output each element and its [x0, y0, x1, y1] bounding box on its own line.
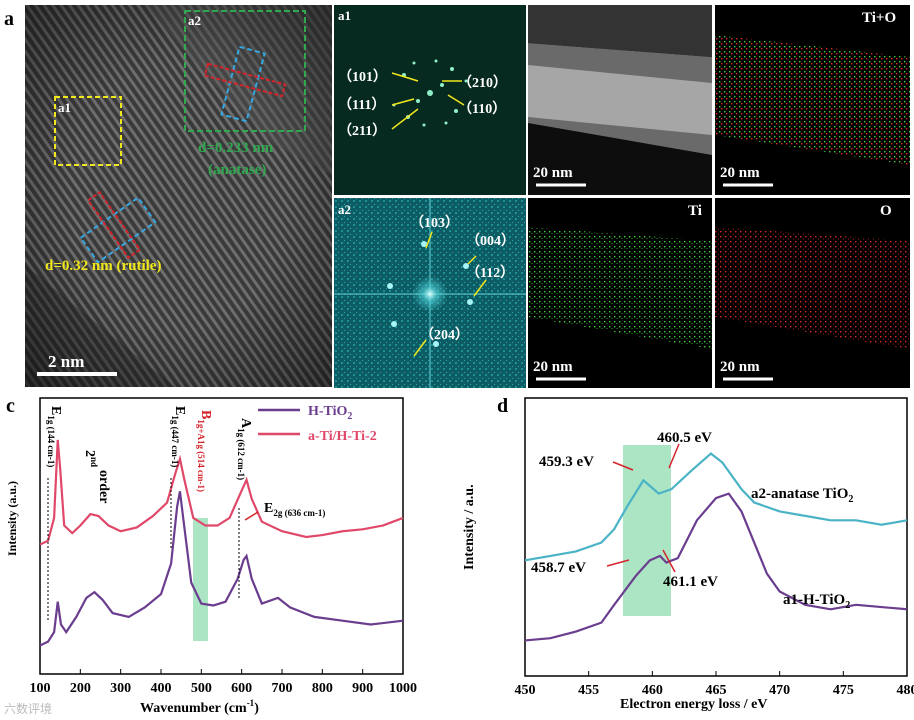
raman-ylabel: Intensity (a.u.)	[5, 481, 19, 556]
raman-xtick-label: 200	[70, 681, 91, 696]
raman-xtick-label: 400	[151, 681, 172, 696]
fft-a2-spot-112: （112）	[466, 266, 515, 281]
fft-a1-label: a1	[338, 8, 351, 23]
eels-series-0	[524, 452, 908, 562]
a1-region-box	[54, 96, 122, 166]
eds-tio-label: Ti+O	[862, 10, 897, 26]
fft-a1-image	[334, 5, 526, 195]
panel-label-c: c	[6, 395, 15, 417]
raman-xtick-label: 900	[352, 681, 373, 696]
raman-xtick-label: 500	[191, 681, 212, 696]
raman-2nd-label: 2nd	[82, 450, 99, 467]
eels-frame	[524, 397, 908, 677]
fft-a1-spot-211: （211）	[338, 124, 387, 139]
eels-xtick-label: 470	[769, 683, 790, 698]
raman-xtick-label: 800	[312, 681, 333, 696]
raman-xtick-label: 600	[231, 681, 252, 696]
hrtem-image	[25, 5, 332, 387]
raman-legend-htio2: H-TiO2	[308, 404, 352, 422]
raman-e2g-label: E2g (636 cm-1)	[264, 501, 325, 518]
hrtem-a1-label: a1	[58, 100, 71, 115]
eels-series-1	[524, 492, 908, 642]
raman-series-1	[39, 439, 404, 546]
panel-label-d: d	[497, 395, 509, 417]
eds-o-label: O	[880, 203, 892, 219]
raman-xlabel: Wavenumber (cm-1)	[140, 698, 259, 716]
anatase-spacing-label: d=0.233 nm	[198, 140, 274, 156]
fft-a2-label: a2	[338, 202, 351, 217]
eels-chart: 450 455 460 465 470 475 480 Intensity / a.u. E…	[462, 397, 914, 712]
raman-series-0	[39, 491, 404, 647]
fft-a1-spot-111: （111）	[338, 98, 386, 113]
rutile-spacing-label: d=0.32 nm (rutile)	[45, 258, 162, 274]
eels-xtick-label: 475	[833, 683, 854, 698]
anatase-label: (anatase)	[208, 162, 267, 178]
eels-series-anatase: a2-anatase TiO2	[751, 486, 853, 505]
raman-a1g-label: A1g (612 cm-1)	[236, 418, 253, 480]
raman-band	[193, 518, 208, 641]
fft-a2-image	[334, 198, 526, 388]
raman-chart: 100 200 300 400 500 600 700 800 900 1000 Intensit…	[5, 397, 417, 716]
eels-peak-458-7: 458.7 eV	[531, 560, 586, 576]
eds-maps	[528, 5, 910, 388]
fft-a1-spot-101: （101）	[338, 70, 387, 85]
panel-label-a: a	[4, 8, 14, 30]
raman-legend-ati: a-Ti/H-Ti-2	[308, 429, 377, 444]
eels-peak-460-5: 460.5 eV	[657, 430, 712, 446]
eels-peak-459-3: 459.3 eV	[539, 454, 594, 470]
eds-o-scale: 20 nm	[720, 359, 760, 375]
a2-region-box	[184, 10, 306, 132]
eels-xtick-label: 465	[706, 683, 727, 698]
eels-xtick-label: 450	[515, 683, 536, 698]
eels-peak-461-1: 461.1 eV	[663, 574, 718, 590]
eels-xtick-label: 455	[578, 683, 599, 698]
eels-xtick-label: 460	[642, 683, 663, 698]
raman-xtick-label: 1000	[389, 681, 417, 696]
hrtem-scale-label: 2 nm	[48, 352, 85, 371]
watermark: 六数评境	[4, 702, 53, 716]
eds-ti-scale: 20 nm	[533, 359, 573, 375]
fft-a1-spot-110: （110）	[458, 102, 507, 117]
eels-xtick-label: 480	[897, 683, 914, 698]
fft-a1-spot-210: （210）	[458, 76, 507, 91]
fft-a2-spot-204: （204）	[420, 328, 469, 343]
eels-series-htio2: a1-H-TiO2	[783, 592, 850, 611]
eels-xlabel: Electron energy loss / eV	[620, 697, 768, 712]
eels-band	[623, 445, 671, 616]
raman-xtick-label: 300	[110, 681, 131, 696]
hrtem-a2-label: a2	[188, 13, 201, 28]
eds-ti-label: Ti	[688, 203, 702, 219]
raman-xtick-label: 100	[30, 681, 51, 696]
eels-ylabel: Intensity / a.u.	[462, 484, 477, 570]
raman-xtick-label: 700	[272, 681, 293, 696]
eds-tio-scale: 20 nm	[720, 165, 760, 181]
raman-frame	[39, 397, 404, 675]
raman-eg-label: E1g (447 cm-1)	[170, 406, 187, 467]
fft-a2-spot-004: （004）	[466, 234, 515, 249]
fft-a2-spot-103: （103）	[410, 216, 459, 231]
raman-order-label: order	[96, 470, 111, 503]
raman-b1g-label: B1g+A1g (514 cm-1)	[196, 410, 213, 492]
raman-e1g-label: E1g (144 cm-1)	[46, 406, 63, 467]
eds-haadf-scale: 20 nm	[533, 165, 573, 181]
